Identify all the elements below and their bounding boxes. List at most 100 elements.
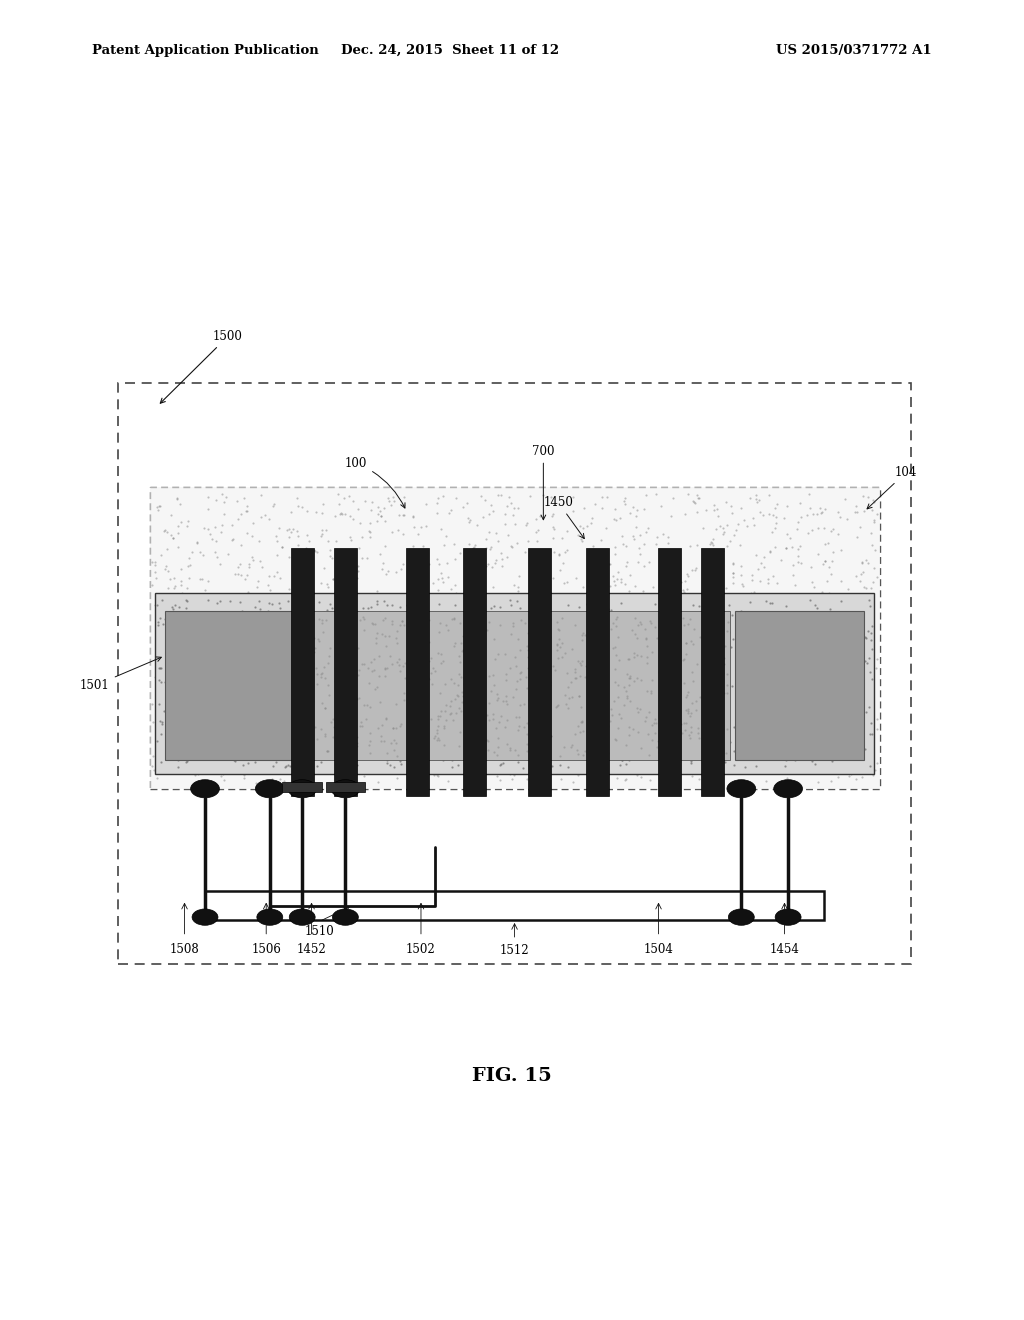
- Point: [345, 693, 361, 714]
- Point: [670, 678, 686, 700]
- Point: [742, 721, 759, 742]
- Point: [673, 628, 689, 649]
- Point: [371, 665, 387, 686]
- Point: [536, 624, 552, 645]
- Point: [406, 727, 422, 748]
- Point: [219, 750, 236, 771]
- Point: [566, 664, 583, 685]
- Point: [302, 771, 318, 792]
- Point: [651, 648, 668, 669]
- Point: [399, 606, 416, 627]
- Point: [199, 655, 215, 676]
- Point: [333, 713, 349, 734]
- Point: [638, 706, 654, 727]
- Point: [607, 510, 624, 531]
- Point: [250, 590, 266, 611]
- Point: [478, 672, 495, 693]
- Point: [358, 601, 375, 622]
- Bar: [701, 548, 724, 796]
- Point: [762, 652, 778, 673]
- Point: [588, 630, 604, 651]
- Point: [216, 491, 232, 512]
- Point: [706, 529, 722, 550]
- Point: [400, 725, 417, 746]
- Point: [696, 624, 713, 645]
- Point: [782, 649, 799, 671]
- Point: [516, 642, 532, 663]
- Point: [515, 758, 531, 779]
- Point: [331, 566, 347, 587]
- Point: [699, 734, 716, 755]
- Point: [726, 741, 742, 762]
- Point: [561, 643, 578, 664]
- Point: [854, 653, 870, 675]
- Point: [152, 711, 168, 733]
- Point: [641, 735, 657, 756]
- Point: [499, 624, 515, 645]
- Point: [493, 686, 509, 708]
- Point: [608, 644, 625, 665]
- Point: [314, 612, 331, 634]
- Point: [542, 622, 558, 643]
- Point: [471, 731, 487, 752]
- Point: [409, 672, 425, 693]
- Point: [838, 705, 854, 726]
- Point: [703, 656, 720, 677]
- Point: [696, 599, 713, 620]
- Point: [540, 593, 556, 614]
- Point: [744, 590, 761, 611]
- Point: [310, 602, 327, 623]
- Point: [186, 715, 203, 737]
- Point: [293, 696, 309, 717]
- Point: [226, 710, 243, 731]
- Point: [488, 684, 505, 705]
- Point: [526, 756, 543, 777]
- Point: [160, 672, 176, 693]
- Point: [497, 717, 513, 738]
- Point: [263, 671, 280, 692]
- Point: [486, 647, 503, 668]
- Point: [860, 589, 877, 610]
- Point: [404, 673, 421, 694]
- Point: [860, 552, 877, 573]
- Point: [817, 550, 834, 572]
- Point: [468, 612, 484, 634]
- Point: [456, 668, 472, 689]
- Point: [365, 758, 381, 779]
- Point: [293, 669, 309, 690]
- Point: [833, 507, 849, 528]
- Point: [346, 648, 362, 669]
- Point: [517, 541, 534, 562]
- Point: [183, 717, 200, 738]
- Point: [847, 502, 863, 523]
- Point: [432, 587, 449, 609]
- Point: [263, 755, 280, 776]
- Point: [409, 611, 425, 632]
- Point: [527, 593, 544, 614]
- Point: [251, 531, 267, 552]
- Point: [833, 590, 849, 611]
- Point: [524, 680, 541, 701]
- Point: [188, 737, 205, 758]
- Point: [572, 529, 589, 550]
- Point: [321, 708, 337, 729]
- Point: [245, 735, 261, 756]
- Point: [184, 644, 201, 665]
- Point: [567, 723, 584, 744]
- Point: [468, 750, 484, 771]
- Point: [175, 651, 191, 672]
- Point: [799, 504, 815, 525]
- Point: [485, 696, 502, 717]
- Point: [388, 746, 404, 767]
- Point: [219, 652, 236, 673]
- Point: [237, 681, 253, 702]
- Point: [253, 704, 269, 725]
- Point: [812, 702, 828, 723]
- Point: [144, 693, 161, 714]
- Point: [269, 561, 286, 582]
- Point: [497, 648, 513, 669]
- Point: [529, 733, 546, 754]
- Point: [580, 623, 596, 644]
- Point: [757, 642, 773, 663]
- Point: [580, 623, 596, 644]
